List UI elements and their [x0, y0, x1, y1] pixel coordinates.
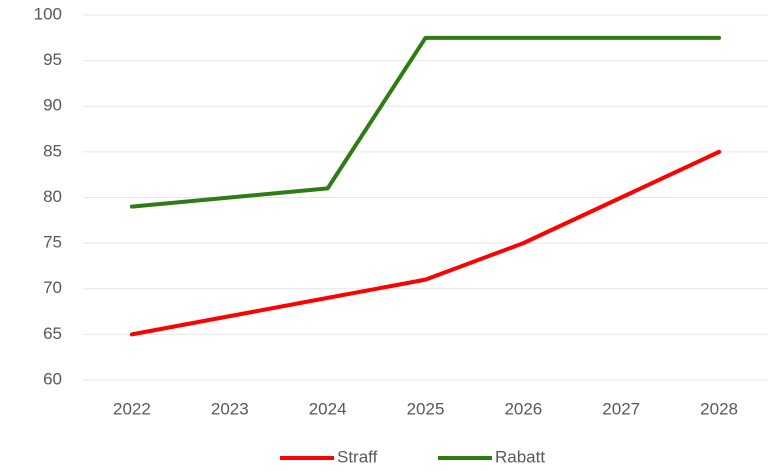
- y-tick-label: 95: [43, 50, 62, 69]
- x-tick-label: 2025: [407, 399, 445, 418]
- x-tick-label: 2023: [211, 399, 249, 418]
- x-tick-label: 2027: [602, 399, 640, 418]
- y-tick-label: 75: [43, 233, 62, 252]
- x-tick-label: 2026: [504, 399, 542, 418]
- y-tick-label: 85: [43, 141, 62, 160]
- x-tick-label: 2024: [309, 399, 347, 418]
- legend-label: Straff: [337, 447, 378, 466]
- y-tick-label: 70: [43, 278, 62, 297]
- y-tick-label: 80: [43, 187, 62, 206]
- legend-label: Rabatt: [495, 447, 545, 466]
- y-tick-label: 60: [43, 369, 62, 388]
- y-tick-label: 100: [34, 4, 62, 23]
- x-tick-label: 2022: [113, 399, 151, 418]
- series-line: [129, 149, 722, 337]
- series-line: [129, 35, 722, 209]
- y-tick-label: 65: [43, 324, 62, 343]
- y-tick-label: 90: [43, 96, 62, 115]
- x-tick-label: 2028: [700, 399, 738, 418]
